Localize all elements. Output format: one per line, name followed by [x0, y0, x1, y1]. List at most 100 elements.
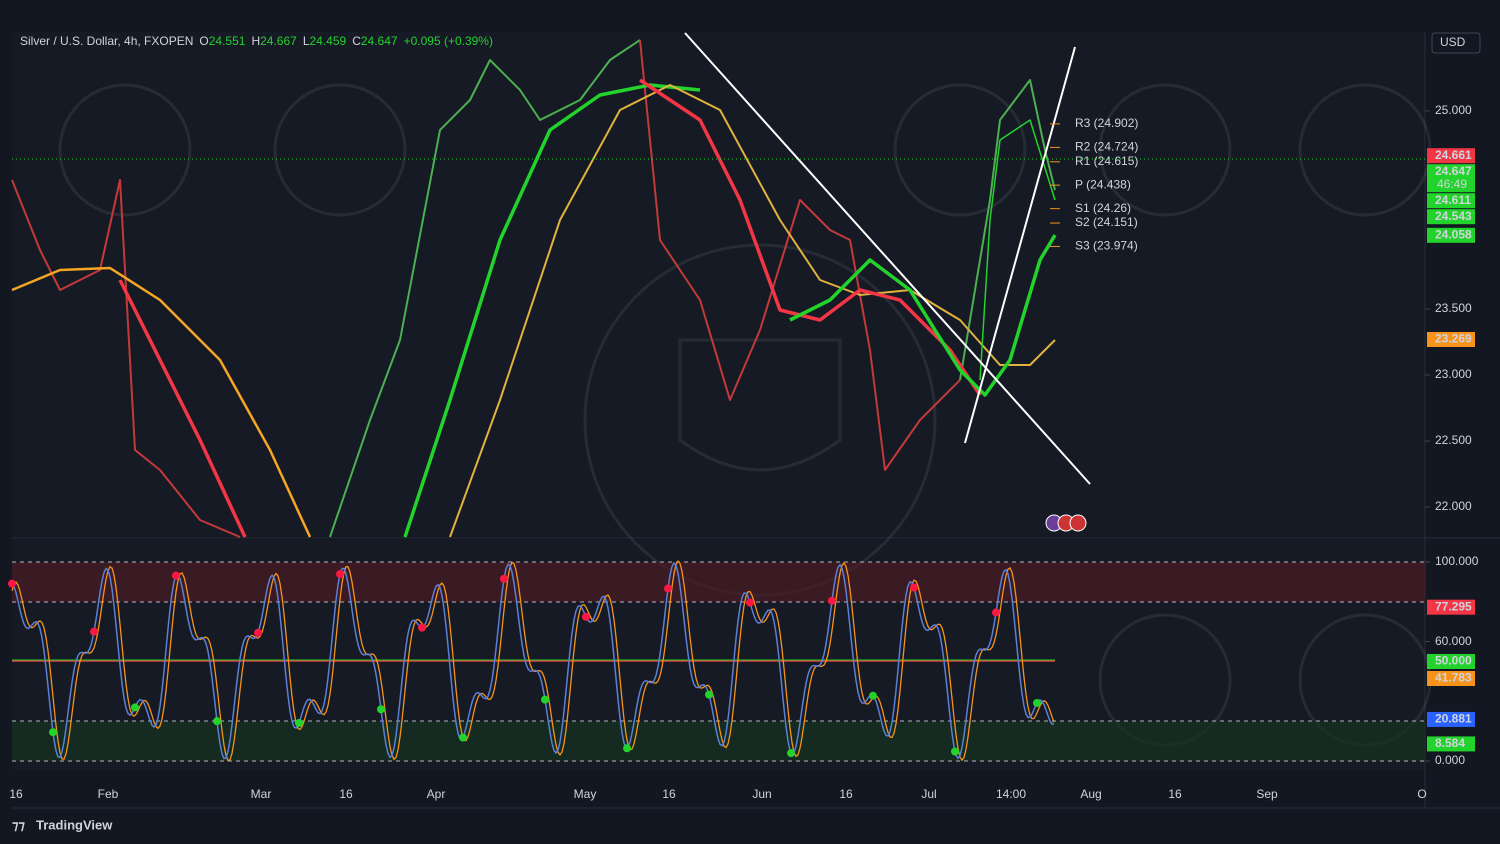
cross-dot [541, 695, 549, 704]
price-drawing [11, 32, 1091, 538]
event-icons [1045, 514, 1087, 532]
oscillator-levels [12, 561, 1425, 762]
x-tick-label: 16 [9, 787, 23, 801]
open: 24.551 [209, 34, 246, 48]
y-tick-label: 60.000 [1435, 634, 1472, 648]
oscillator-drawing [8, 559, 1055, 762]
price-tag [1427, 193, 1475, 209]
pivot-label: S1 (24.26) [1075, 201, 1131, 215]
cross-dot [705, 690, 713, 699]
cross-dot [336, 570, 344, 579]
price-tag-label: 24.647 [1435, 164, 1472, 178]
cross-dot [664, 584, 672, 593]
y-tick-label: 0.000 [1435, 753, 1465, 767]
currency-button[interactable] [1431, 32, 1481, 54]
price-tag-countdown: 46:49 [1437, 177, 1467, 191]
pivot-label: S3 (23.974) [1075, 239, 1138, 253]
cross-dot [910, 583, 918, 592]
x-tick-label: 16 [662, 787, 676, 801]
pivot-label: S2 (24.151) [1075, 215, 1138, 229]
x-tick-label: Jun [752, 787, 771, 801]
cross-dot [828, 596, 836, 605]
x-tick-label: Jul [921, 787, 936, 801]
x-tick-label: Sep [1256, 787, 1278, 801]
currency: USD [1440, 35, 1466, 49]
pivot-label: P (24.438) [1075, 177, 1131, 191]
l-label: L [303, 34, 310, 48]
cross-dot [623, 744, 631, 753]
pivot-label: R1 (24.615) [1075, 154, 1138, 168]
price-tag-label: 24.611 [1435, 193, 1471, 207]
cross-dot [418, 623, 426, 632]
low: 24.459 [310, 34, 347, 48]
cross-dot [131, 703, 139, 712]
y-tick-label: 22.500 [1435, 433, 1472, 447]
x-tick-label: Aug [1080, 787, 1101, 801]
x-tick-label: 16 [339, 787, 353, 801]
y-tick-label: 100.000 [1435, 554, 1479, 568]
h-label: H [251, 34, 260, 48]
cross-dot [8, 579, 16, 588]
x-tick-label: May [574, 787, 597, 801]
cross-dot [254, 628, 262, 637]
x-tick-label: Mar [251, 787, 272, 801]
cross-dot [213, 717, 221, 726]
cross-dot [951, 747, 959, 756]
y-tick-label: 25.000 [1435, 103, 1472, 117]
cross-dot [377, 705, 385, 714]
cross-dot [1033, 698, 1041, 707]
price-tag [1427, 227, 1475, 243]
brand: TradingView [36, 817, 113, 832]
cross-dot [787, 749, 795, 758]
cross-dot [869, 691, 877, 700]
pivot-label: R3 (24.902) [1075, 116, 1138, 130]
oscillator-tag-label: 50.000 [1435, 654, 1472, 668]
price-pane [12, 32, 1425, 537]
cross-dot [746, 598, 754, 607]
symbol: Silver / U.S. Dollar, 4h, FXOPEN [20, 34, 193, 48]
o-label: O [199, 34, 208, 48]
cross-dot [295, 718, 303, 727]
cross-dot [992, 608, 1000, 617]
oscillator-tag [1427, 736, 1475, 752]
overbought-zone [12, 562, 1425, 602]
oscillator-tag [1427, 654, 1475, 669]
close: 24.647 [361, 34, 398, 48]
price-tag [1427, 164, 1475, 193]
high: 24.667 [260, 34, 297, 48]
oscillator-tag-label: 8.584 [1435, 736, 1465, 750]
x-tick-label: Apr [427, 787, 446, 801]
y-tick-label: 23.000 [1435, 367, 1472, 381]
brand-logo: ⁊⁊ [12, 817, 25, 832]
x-tick-label: 16 [839, 787, 853, 801]
cross-dot [49, 728, 57, 737]
price-tag [1427, 331, 1475, 347]
cross-dot [500, 574, 508, 583]
price-tag [1427, 148, 1475, 164]
x-tick-label: 14:00 [996, 787, 1026, 801]
header-line: Silver / U.S. Dollar, 4h, FXOPEN O24.551 H… [20, 34, 493, 48]
y-tick-label: 23.500 [1435, 301, 1472, 315]
price-tag-label: 24.058 [1435, 227, 1472, 241]
price-tag-label: 23.269 [1435, 332, 1472, 346]
cross-dot [582, 612, 590, 621]
oscillator-tag [1427, 671, 1475, 686]
oscillator-tag [1427, 599, 1475, 615]
x-tick-label: O [1417, 787, 1426, 801]
oscillator-tag [1427, 711, 1475, 727]
y-tick-label: 22.000 [1435, 499, 1472, 513]
c-label: C [352, 34, 361, 48]
oscillator-tag-label: 41.783 [1435, 671, 1472, 685]
change: +0.095 (+0.39%) [404, 34, 493, 48]
cross-dot [90, 627, 98, 636]
cross-dot [172, 571, 180, 580]
oscillator-tag-label: 77.295 [1435, 599, 1472, 613]
oscillator-tag-label: 20.881 [1435, 712, 1472, 726]
cross-dot [459, 733, 467, 742]
x-tick-label: 16 [1168, 787, 1182, 801]
price-tag-label: 24.661 [1435, 148, 1472, 162]
x-tick-label: Feb [98, 787, 119, 801]
pivot-label: R2 (24.724) [1075, 140, 1138, 154]
